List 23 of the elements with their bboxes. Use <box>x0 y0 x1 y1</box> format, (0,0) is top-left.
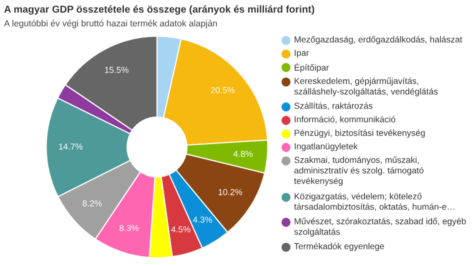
data-label: 15.5% <box>105 66 128 73</box>
chart-subtitle: A legutóbbi év végi bruttó hazai termék adatok alapján <box>4 20 217 28</box>
data-label: 4.3% <box>192 216 212 223</box>
legend-label: Ingatlanügyletek <box>294 142 358 152</box>
legend-label: Pénzügyi, biztosítási tevékenység <box>294 129 425 138</box>
legend-label: Termékadók egyenlege <box>294 242 384 252</box>
legend-label: Ipar <box>294 50 309 58</box>
data-label: 8.3% <box>120 224 139 232</box>
chart-title: A magyar GDP összetétele és összege (arányok és milliárd forint) <box>4 5 314 15</box>
legend-label: Kereskedelem, gépjárműjavítás, szálláshely-szolgáltatás, vendéglátás <box>294 78 438 96</box>
legend-label: Szállítás, raktározás <box>294 102 372 110</box>
data-label: 4.5% <box>171 226 190 232</box>
legend-label: Mezőgazdaság, erdőgazdálkodás, halászat <box>294 36 462 44</box>
legend-label: Szakmai, tudományos, műszaki, adminisztratív és szolg. támogató tevékenység <box>294 156 424 186</box>
legend-label: Művészet, szórakoztatás, szabad idő, egyéb szolgáltatás <box>294 218 466 237</box>
data-label: 4.8% <box>233 150 253 157</box>
legend-label: Információ, kommunikáció <box>294 116 396 124</box>
data-label: 10.2% <box>218 189 242 196</box>
data-label: 14.7% <box>59 144 82 150</box>
legend-label: Építőipar <box>294 63 329 72</box>
data-label: 20.5% <box>210 87 235 94</box>
legend-label: Közigazgatás, védelem; kötelező társadalombiztosítás, oktatás, humán-e… <box>294 192 454 211</box>
data-label: 8.2% <box>82 200 102 206</box>
